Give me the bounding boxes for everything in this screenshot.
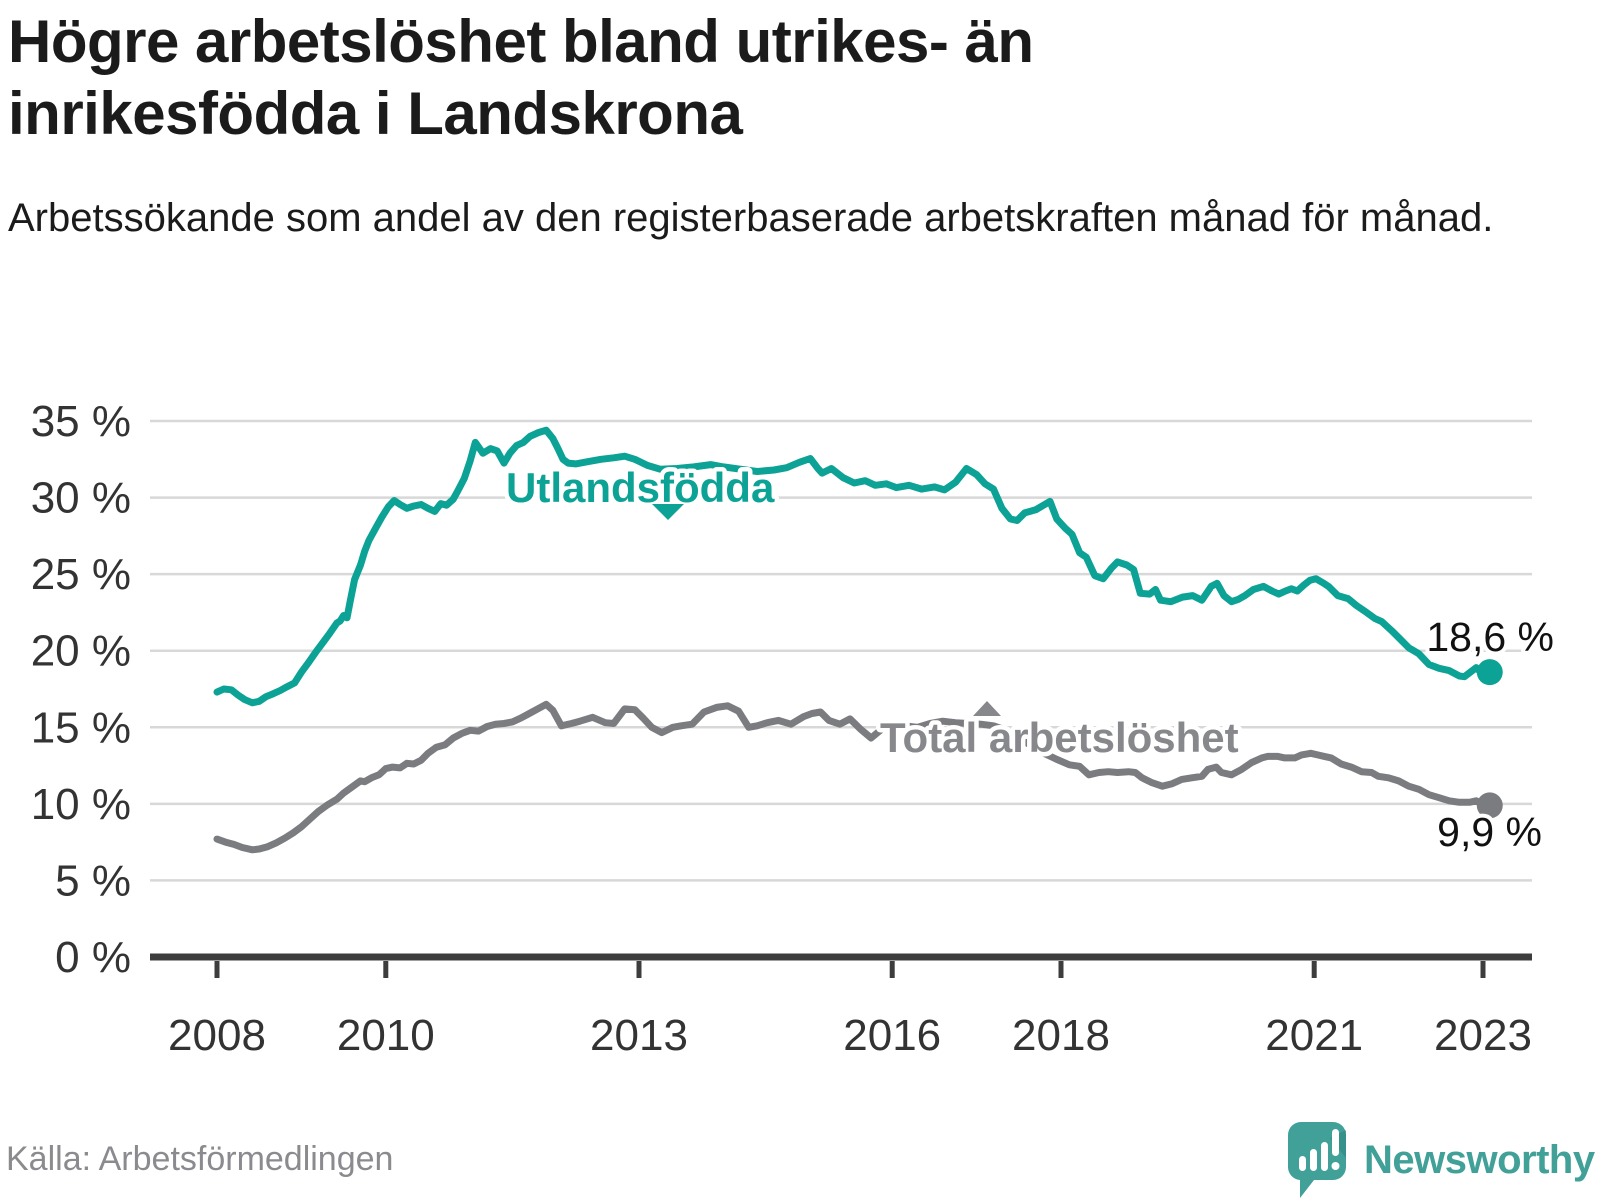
series-end-value-total-arbetsloshet: 9,9 % [1437, 809, 1542, 855]
x-tick-label: 2016 [843, 1011, 941, 1060]
newsworthy-logo-icon [1288, 1122, 1346, 1198]
series-end-dot-total-arbetsloshet [1476, 792, 1503, 819]
x-tick-label: 2018 [1012, 1011, 1110, 1060]
series-line-utlandsfodda [213, 426, 1494, 707]
series-label-total-arbetsloshet: Total arbetslöshet [880, 714, 1239, 761]
x-tick-label: 2010 [337, 1011, 435, 1060]
y-tick-label: 15 % [31, 703, 131, 752]
chart-subtitle: Arbetssökande som andel av den registerb… [8, 196, 1494, 240]
newsworthy-logo: Newsworthy [1288, 1122, 1595, 1198]
y-tick-label: 35 % [31, 397, 131, 446]
source-note: Källa: Arbetsförmedlingen [6, 1140, 394, 1178]
y-tick-label: 5 % [55, 856, 131, 905]
page-title: Högre arbetslöshet bland utrikes- än inr… [8, 8, 1034, 147]
y-tick-label: 0 % [55, 933, 131, 982]
y-tick-label: 30 % [31, 474, 131, 523]
x-tick-label: 2021 [1265, 1011, 1363, 1060]
y-tick-label: 10 % [31, 780, 131, 829]
x-tick-label: 2008 [168, 1011, 266, 1060]
y-tick-label: 20 % [31, 627, 131, 676]
newsworthy-logo-text: Newsworthy [1364, 1137, 1595, 1182]
series-end-dot-utlandsfodda [1476, 659, 1503, 686]
y-tick-label: 25 % [31, 550, 131, 599]
series-line-total-arbetsloshet [213, 700, 1494, 854]
x-tick-label: 2023 [1434, 1011, 1532, 1060]
label-caret-down-icon [652, 504, 684, 520]
label-caret-up-icon [973, 701, 1001, 716]
series-end-value-utlandsfodda: 18,6 % [1426, 614, 1554, 660]
x-tick-label: 2013 [590, 1011, 688, 1060]
series-label-utlandsfodda: Utlandsfödda [506, 464, 775, 511]
